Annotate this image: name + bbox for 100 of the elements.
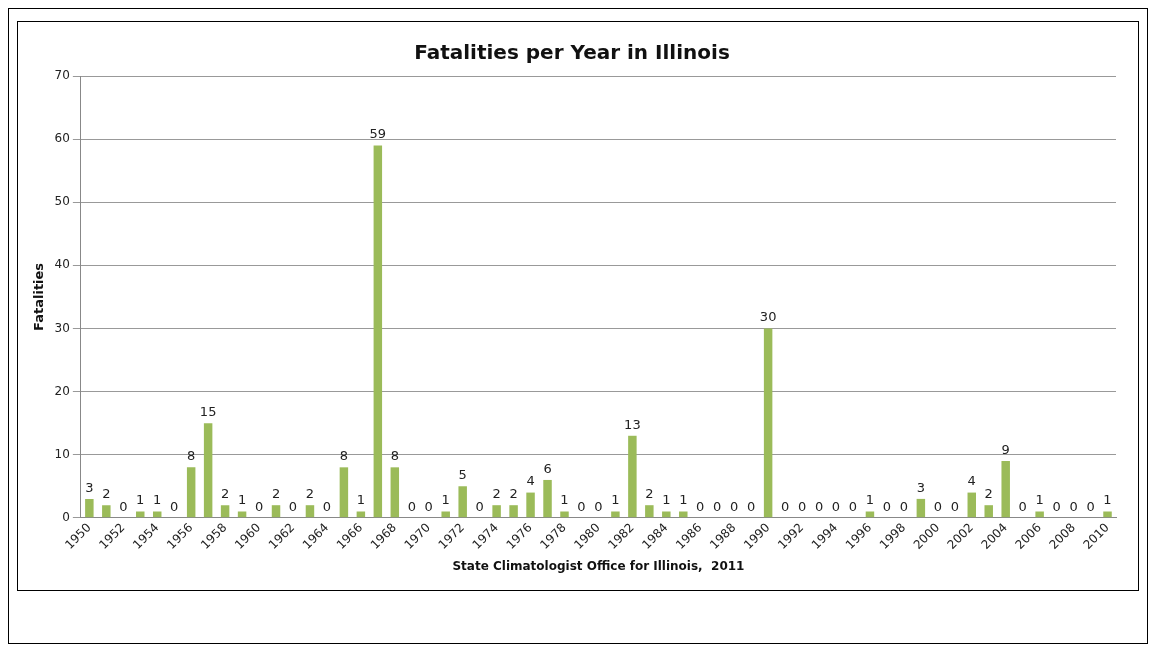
bar xyxy=(526,492,535,518)
data-label: 8 xyxy=(187,448,196,464)
data-label: 2 xyxy=(102,486,111,502)
data-label: 2 xyxy=(984,486,993,502)
data-label: 8 xyxy=(339,448,349,464)
data-label: 1 xyxy=(136,492,145,508)
data-label: 1 xyxy=(662,492,671,508)
y-tick-label: 0 xyxy=(62,509,70,524)
y-tick-label: 30 xyxy=(54,320,70,335)
bar xyxy=(1103,511,1112,518)
data-label: 0 xyxy=(119,498,128,514)
bar xyxy=(560,511,569,518)
data-label: 1 xyxy=(679,492,688,508)
data-label: 1 xyxy=(611,492,620,508)
data-label: 2 xyxy=(509,486,518,502)
data-label: 0 xyxy=(848,498,858,514)
data-label: 1 xyxy=(237,492,247,508)
y-tick-label: 50 xyxy=(54,194,70,209)
data-label: 0 xyxy=(933,498,942,514)
bar xyxy=(628,435,637,518)
bar xyxy=(645,505,654,518)
data-label: 5 xyxy=(458,467,467,483)
data-label: 0 xyxy=(1052,498,1061,514)
data-label: 0 xyxy=(322,498,332,514)
data-label: 8 xyxy=(390,448,399,464)
bar xyxy=(492,505,501,518)
bar xyxy=(203,423,213,518)
data-label: 1 xyxy=(356,492,365,508)
bar xyxy=(1001,461,1010,518)
data-label: 0 xyxy=(747,498,756,514)
data-label: 0 xyxy=(407,498,416,514)
y-axis-title: Fatalities xyxy=(31,262,47,331)
data-label: 0 xyxy=(288,498,298,514)
data-label: 0 xyxy=(254,498,264,514)
data-label: 3 xyxy=(916,479,925,495)
bar xyxy=(220,505,230,518)
x-axis-title: State Climatologist Office for Illinois, 2011 xyxy=(452,558,745,573)
bar xyxy=(763,328,773,518)
bar xyxy=(679,511,688,518)
data-label: 2 xyxy=(492,486,501,502)
data-label: 2 xyxy=(305,486,315,502)
bar xyxy=(186,467,196,518)
data-label: 2 xyxy=(220,486,230,502)
y-tick-label: 60 xyxy=(54,131,70,146)
data-label: 1 xyxy=(1035,492,1044,508)
data-label: 4 xyxy=(967,473,976,489)
bar xyxy=(611,511,620,518)
y-tick-label: 40 xyxy=(54,257,70,272)
data-label: 0 xyxy=(594,498,603,514)
bar xyxy=(458,486,467,518)
data-label: 30 xyxy=(759,309,777,325)
data-label: 0 xyxy=(831,498,841,514)
data-label: 1 xyxy=(1103,492,1112,508)
data-label: 0 xyxy=(950,498,959,514)
data-label: 0 xyxy=(577,498,586,514)
data-label: 2 xyxy=(645,486,654,502)
data-label: 0 xyxy=(475,498,484,514)
data-label: 13 xyxy=(624,416,641,432)
data-label: 4 xyxy=(526,473,535,489)
data-label: 0 xyxy=(696,498,705,514)
y-tick-label: 70 xyxy=(54,68,70,83)
data-label: 0 xyxy=(1069,498,1078,514)
bar xyxy=(305,505,315,518)
bar xyxy=(390,467,400,518)
data-label: 0 xyxy=(1018,498,1027,514)
bar xyxy=(271,505,281,518)
bar xyxy=(543,479,552,518)
data-label: 0 xyxy=(1086,498,1095,514)
data-label: 0 xyxy=(814,498,824,514)
bar xyxy=(373,145,383,518)
data-label: 2 xyxy=(271,486,281,502)
bar xyxy=(984,505,993,518)
data-label: 0 xyxy=(899,498,909,514)
data-label: 0 xyxy=(424,498,433,514)
bar xyxy=(136,511,145,518)
bar xyxy=(339,467,349,518)
bar xyxy=(441,511,450,518)
data-label: 0 xyxy=(797,498,807,514)
data-label: 1 xyxy=(560,492,569,508)
data-label: 0 xyxy=(882,498,892,514)
bar xyxy=(916,498,926,518)
bar xyxy=(1035,511,1044,518)
data-label: 15 xyxy=(199,404,217,420)
data-label: 0 xyxy=(780,498,790,514)
data-label: 1 xyxy=(865,492,875,508)
data-label: 0 xyxy=(730,498,739,514)
bar xyxy=(662,511,671,518)
bar xyxy=(967,492,976,518)
bar xyxy=(509,505,518,518)
bar xyxy=(102,505,111,518)
y-tick-label: 20 xyxy=(54,383,70,398)
data-label: 1 xyxy=(441,492,450,508)
data-label: 6 xyxy=(543,460,552,476)
data-label: 59 xyxy=(369,126,387,142)
data-label: 0 xyxy=(170,498,179,514)
data-label: 3 xyxy=(85,479,94,495)
data-label: 0 xyxy=(713,498,722,514)
y-tick-label: 10 xyxy=(54,446,70,461)
data-label: 9 xyxy=(1001,441,1010,457)
bar xyxy=(85,498,94,518)
